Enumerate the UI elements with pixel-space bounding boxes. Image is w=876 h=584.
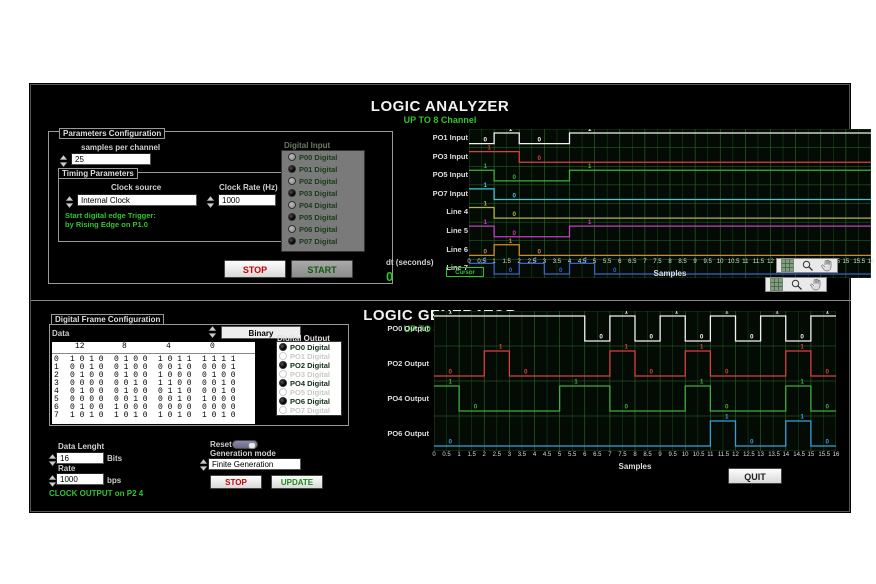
svg-text:1: 1: [484, 219, 488, 226]
svg-text:1: 1: [499, 344, 503, 351]
svg-text:0: 0: [538, 137, 542, 144]
svg-text:0: 0: [825, 404, 829, 411]
svg-text:0: 0: [624, 404, 628, 411]
svg-text:0: 0: [538, 155, 542, 162]
svg-text:0: 0: [599, 334, 603, 341]
svg-text:1: 1: [800, 414, 804, 421]
svg-text:1: 1: [675, 311, 679, 316]
svg-text:1: 1: [509, 129, 513, 133]
svg-text:0: 0: [538, 248, 542, 255]
svg-text:0: 0: [750, 334, 754, 341]
svg-text:1: 1: [588, 219, 592, 226]
svg-text:0: 0: [449, 439, 453, 446]
svg-text:1: 1: [775, 311, 779, 316]
svg-text:1: 1: [588, 129, 592, 133]
svg-text:0: 0: [512, 193, 516, 200]
svg-text:1: 1: [484, 201, 488, 208]
svg-text:1: 1: [484, 182, 488, 189]
svg-text:0: 0: [650, 369, 654, 376]
svg-text:0: 0: [700, 334, 704, 341]
svg-text:1: 1: [449, 379, 453, 386]
svg-text:0: 0: [512, 230, 516, 237]
svg-text:0: 0: [825, 369, 829, 376]
svg-text:1: 1: [825, 311, 829, 316]
svg-text:1: 1: [725, 311, 729, 316]
svg-text:0: 0: [650, 334, 654, 341]
svg-text:0: 0: [524, 369, 528, 376]
svg-text:0: 0: [512, 174, 516, 181]
svg-text:1: 1: [574, 379, 578, 386]
svg-text:0: 0: [725, 404, 729, 411]
svg-text:1: 1: [700, 379, 704, 386]
svg-text:1: 1: [700, 344, 704, 351]
svg-text:1: 1: [449, 311, 453, 316]
svg-text:1: 1: [725, 414, 729, 421]
svg-text:0: 0: [750, 439, 754, 446]
svg-text:0: 0: [725, 369, 729, 376]
svg-text:0: 0: [484, 137, 488, 144]
svg-text:1: 1: [800, 344, 804, 351]
svg-text:1: 1: [624, 344, 628, 351]
svg-text:0: 0: [825, 439, 829, 446]
svg-text:0: 0: [800, 334, 804, 341]
svg-text:1: 1: [588, 163, 592, 170]
svg-text:0: 0: [474, 404, 478, 411]
svg-text:1: 1: [487, 145, 491, 152]
svg-text:0: 0: [484, 248, 488, 255]
svg-text:1: 1: [800, 379, 804, 386]
svg-text:0: 0: [449, 369, 453, 376]
svg-text:1: 1: [509, 238, 513, 245]
svg-text:1: 1: [624, 311, 628, 316]
svg-text:0: 0: [512, 211, 516, 218]
svg-text:1: 1: [484, 163, 488, 170]
